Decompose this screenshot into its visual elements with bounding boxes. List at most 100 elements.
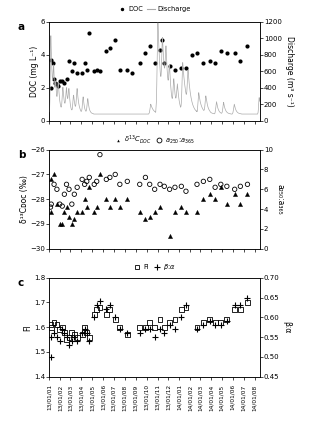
Point [167, 186, 172, 193]
Point [224, 200, 229, 207]
Point [143, 49, 148, 56]
Point [84, 329, 89, 336]
Point [125, 196, 130, 203]
Point [152, 334, 157, 341]
Point [130, 69, 135, 76]
Point [62, 330, 67, 336]
Point [238, 302, 243, 309]
Point [207, 191, 212, 198]
Y-axis label: β:α: β:α [282, 321, 291, 333]
Point [84, 66, 89, 73]
Point [75, 334, 80, 341]
Point [113, 171, 118, 178]
Point [238, 183, 243, 190]
Y-axis label: Discharge (m³ s⁻¹): Discharge (m³ s⁻¹) [285, 36, 294, 107]
Point [108, 45, 112, 52]
Point [167, 63, 172, 70]
Y-axis label: DOC (mg L⁻¹): DOC (mg L⁻¹) [30, 45, 39, 97]
Point [137, 181, 142, 188]
Point [64, 334, 69, 341]
Point [69, 220, 74, 227]
Point [172, 317, 177, 323]
Point [49, 324, 54, 331]
Point [218, 48, 223, 55]
Point [53, 79, 58, 86]
Point [152, 59, 157, 66]
Point [104, 176, 109, 183]
Point [117, 181, 122, 188]
Point [92, 311, 97, 318]
Point [179, 307, 184, 313]
Y-axis label: a₂₅₀:a₃₆₅: a₂₅₀:a₃₆₅ [276, 184, 285, 215]
Point [113, 36, 118, 43]
Point [184, 65, 188, 71]
Point [238, 58, 243, 65]
Point [172, 66, 177, 73]
Point [87, 30, 92, 37]
Point [218, 319, 223, 326]
Point [158, 326, 163, 333]
Point [213, 322, 218, 329]
Point [62, 79, 67, 86]
Point [232, 186, 237, 193]
Point [104, 48, 109, 55]
Point [224, 318, 229, 325]
Point [179, 203, 184, 210]
Point [52, 181, 57, 188]
Point [162, 183, 167, 190]
Point [60, 326, 65, 333]
Point [60, 324, 65, 331]
Point [108, 174, 112, 181]
Point [172, 184, 177, 191]
Point [69, 68, 74, 74]
Point [137, 208, 142, 215]
Point [172, 326, 177, 333]
Point [147, 213, 152, 220]
Point [75, 338, 80, 345]
Point [179, 65, 184, 71]
Point [75, 69, 80, 76]
Point [147, 43, 152, 50]
Point [72, 331, 77, 338]
Point [57, 200, 62, 207]
Point [117, 203, 122, 210]
Point [94, 178, 99, 185]
Point [75, 208, 80, 215]
Point [104, 196, 109, 203]
Point [54, 334, 59, 341]
Point [167, 233, 172, 240]
Point [137, 330, 142, 336]
Point [125, 178, 130, 185]
Point [245, 294, 250, 301]
Point [125, 66, 130, 73]
Point [117, 326, 122, 333]
Point [84, 178, 89, 185]
Point [213, 59, 218, 66]
Point [194, 326, 199, 333]
Point [207, 318, 212, 325]
Point [179, 183, 184, 190]
Point [108, 302, 112, 309]
Point [52, 76, 57, 83]
Point [232, 191, 237, 198]
Point [48, 208, 53, 215]
Point [48, 353, 53, 360]
Point [54, 200, 59, 207]
Point [64, 203, 69, 210]
Point [54, 186, 59, 193]
Point [57, 78, 62, 84]
Point [194, 181, 199, 188]
Point [143, 326, 148, 333]
Point [66, 334, 71, 341]
Point [48, 84, 53, 91]
Point [167, 319, 172, 326]
Point [117, 66, 122, 73]
Point [82, 181, 87, 188]
Point [97, 151, 102, 158]
Point [49, 56, 54, 63]
Point [82, 196, 87, 203]
Point [80, 331, 85, 338]
Point [194, 208, 199, 215]
Point [66, 58, 71, 65]
Point [201, 196, 206, 203]
